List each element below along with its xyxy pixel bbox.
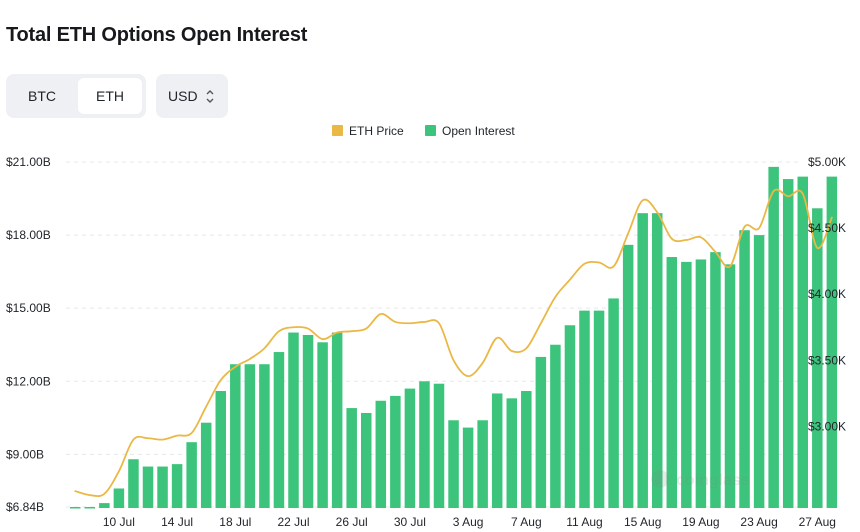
right-axis-tick-label: $5.00K <box>808 155 846 169</box>
open-interest-bar[interactable] <box>288 332 299 508</box>
right-axis-tick-label: $3.50K <box>808 353 846 367</box>
currency-value: USD <box>168 88 198 104</box>
x-axis-tick-label: 22 Jul <box>277 515 309 529</box>
open-interest-bar[interactable] <box>84 507 96 509</box>
open-interest-bar[interactable] <box>491 393 503 508</box>
currency-select[interactable]: USD <box>156 74 228 118</box>
open-interest-bar[interactable] <box>404 388 416 508</box>
open-interest-bar[interactable] <box>331 332 343 508</box>
x-axis-tick-label: 27 Aug <box>799 515 836 529</box>
chevron-updown-icon <box>204 74 216 136</box>
open-interest-bar[interactable] <box>259 364 270 508</box>
open-interest-bar[interactable] <box>812 208 823 509</box>
x-axis-tick-label: 10 Jul <box>103 515 135 529</box>
open-interest-bar[interactable] <box>157 466 168 508</box>
open-interest-bar[interactable] <box>826 176 838 508</box>
open-interest-bar[interactable] <box>608 298 619 508</box>
x-axis-tick-label: 15 Aug <box>624 515 661 529</box>
coinglass-watermark: coinglass <box>651 470 750 489</box>
legend-open-interest-label[interactable]: Open Interest <box>442 124 515 138</box>
open-interest-bar[interactable] <box>230 364 241 508</box>
open-interest-bar[interactable] <box>535 356 547 508</box>
open-interest-bar[interactable] <box>128 459 139 508</box>
right-axis-labels: $3.00K $3.50K $4.00K $4.50K $5.00K <box>808 155 846 433</box>
x-axis-tick-label: 7 Aug <box>511 515 542 529</box>
open-interest-bar[interactable] <box>666 257 678 508</box>
x-axis-tick-label: 26 Jul <box>336 515 368 529</box>
legend-eth-price-swatch <box>332 125 343 136</box>
open-interest-bar[interactable] <box>317 342 328 508</box>
left-axis-tick-label: $21.00B <box>6 155 51 169</box>
left-axis-tick-label: $6.84B <box>6 500 44 514</box>
left-axis-tick-label: $15.00B <box>6 301 51 315</box>
legend-open-interest-swatch <box>425 125 436 136</box>
open-interest-bar[interactable] <box>215 391 227 508</box>
legend: ETH Price Open Interest <box>332 124 515 138</box>
open-interest-bar[interactable] <box>506 398 518 508</box>
open-interest-bar[interactable] <box>710 252 721 508</box>
open-interest-bar[interactable] <box>142 466 154 508</box>
open-interest-bar[interactable] <box>550 344 561 508</box>
open-interest-bar[interactable] <box>637 213 648 508</box>
eth-price-line <box>74 188 833 497</box>
x-axis-tick-label: 30 Jul <box>394 515 426 529</box>
open-interest-bar[interactable] <box>579 310 590 508</box>
watermark-text: coinglass <box>676 472 750 489</box>
open-interest-bar[interactable] <box>186 442 197 508</box>
open-interest-bar[interactable] <box>782 179 794 508</box>
open-interest-bar[interactable] <box>797 176 809 508</box>
x-axis-tick-label: 3 Aug <box>453 515 484 529</box>
open-interest-bar[interactable] <box>244 364 256 508</box>
open-interest-bar[interactable] <box>477 420 488 508</box>
open-interest-bar[interactable] <box>448 420 459 508</box>
open-interest-bar[interactable] <box>419 381 430 508</box>
open-interest-bar[interactable] <box>462 427 474 508</box>
open-interest-bar[interactable] <box>739 230 750 508</box>
asset-btc-button[interactable]: BTC <box>28 88 56 104</box>
watermark-icon <box>651 470 669 488</box>
x-axis-tick-label: 18 Jul <box>219 515 251 529</box>
open-interest-bar[interactable] <box>200 422 212 508</box>
open-interest-bar[interactable] <box>724 264 736 508</box>
open-interest-bar[interactable] <box>113 488 125 508</box>
right-axis-tick-label: $4.50K <box>808 221 846 235</box>
page-title: Total ETH Options Open Interest <box>6 24 308 46</box>
open-interest-bar[interactable] <box>593 310 605 508</box>
open-interest-bar[interactable] <box>695 259 707 508</box>
open-interest-bar[interactable] <box>564 325 576 508</box>
open-interest-bar[interactable] <box>361 412 372 508</box>
legend-eth-price-label[interactable]: ETH Price <box>349 124 404 138</box>
open-interest-bar[interactable] <box>753 235 765 509</box>
open-interest-bar[interactable] <box>171 464 183 508</box>
open-interest-bar[interactable] <box>273 352 285 508</box>
open-interest-bar[interactable] <box>681 261 692 508</box>
asset-eth-button[interactable]: ETH <box>78 78 142 114</box>
open-interest-bar[interactable] <box>768 166 779 509</box>
open-interest-bar[interactable] <box>302 334 314 508</box>
open-interest-bar[interactable] <box>521 391 532 508</box>
x-axis-tick-label: 11 Aug <box>566 515 602 529</box>
open-interest-bar[interactable] <box>622 244 634 508</box>
left-axis-labels: $6.84B $9.00B $12.00B $15.00B $18.00B $21.00B <box>6 155 51 514</box>
right-axis-tick-label: $4.00K <box>808 287 846 301</box>
open-interest-bar[interactable] <box>433 383 445 508</box>
left-axis-tick-label: $18.00B <box>6 228 51 242</box>
right-axis-tick-label: $3.00K <box>808 419 846 433</box>
left-axis-tick-label: $12.00B <box>6 374 51 388</box>
open-interest-bar[interactable] <box>99 503 110 508</box>
x-axis-tick-label: 19 Aug <box>682 515 719 529</box>
open-interest-bar[interactable] <box>70 507 81 509</box>
left-axis-tick-label: $9.00B <box>6 447 44 461</box>
x-axis-tick-label: 14 Jul <box>161 515 193 529</box>
x-axis-tick-label: 23 Aug <box>740 515 777 529</box>
x-axis-labels: 10 Jul 14 Jul 18 Jul 22 Jul 26 Jul 30 Jul 3 Au… <box>103 515 836 529</box>
open-interest-bar[interactable] <box>346 408 357 508</box>
open-interest-bar[interactable] <box>652 213 663 508</box>
open-interest-bar[interactable] <box>375 400 387 508</box>
open-interest-bars <box>70 166 838 509</box>
asset-toggle: BTC ETH <box>6 74 146 118</box>
open-interest-bar[interactable] <box>390 395 401 508</box>
